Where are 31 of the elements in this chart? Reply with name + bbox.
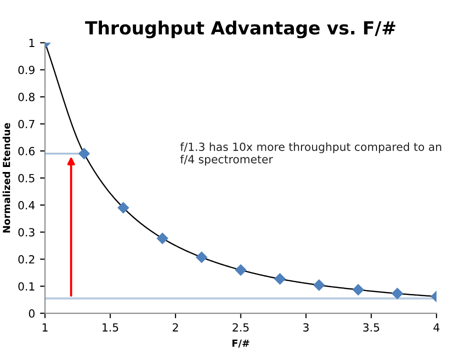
annotation: f/1.3 has 10x more throughput compared to an f/4 spectrometer: [180, 142, 442, 166]
point: [118, 202, 129, 214]
x-tick-label: 1.5: [102, 323, 118, 332]
y-tick-label: 0.7: [18, 120, 34, 128]
y-tick-label: 0.4: [18, 201, 35, 210]
y-axis-title: Normalized Etendue: [2, 123, 10, 233]
point: [392, 288, 403, 300]
y-tick-label: 0: [28, 309, 35, 318]
x-tick-label: 3: [303, 323, 309, 332]
y-tick-label: 0.2: [18, 255, 34, 264]
x-tick-label: 2: [172, 323, 178, 332]
x-tick-label: 4: [434, 323, 440, 332]
point: [235, 264, 246, 276]
x-axis-title: F/#: [232, 340, 250, 348]
point: [196, 252, 208, 263]
x-tick-label: 1: [42, 323, 48, 332]
point: [78, 148, 90, 160]
y-tick-label: 1: [29, 38, 34, 47]
chart-title: Throughput Advantage vs. F/#: [85, 20, 396, 38]
point: [156, 232, 168, 244]
y-tick-label: 0.1: [18, 282, 34, 291]
x-tick-label: 3.5: [363, 323, 380, 332]
y-tick-label: 0.8: [18, 92, 35, 102]
y-tick-label: 0.5: [18, 174, 34, 182]
y-tick-label: 0.6: [18, 146, 35, 156]
x-tick-label: 2.5: [232, 323, 249, 332]
point: [352, 284, 364, 296]
point: [313, 280, 325, 291]
point: [274, 273, 286, 285]
y-tick-label: 0.3: [18, 228, 34, 236]
y-tick-label: 0.9: [18, 66, 34, 74]
